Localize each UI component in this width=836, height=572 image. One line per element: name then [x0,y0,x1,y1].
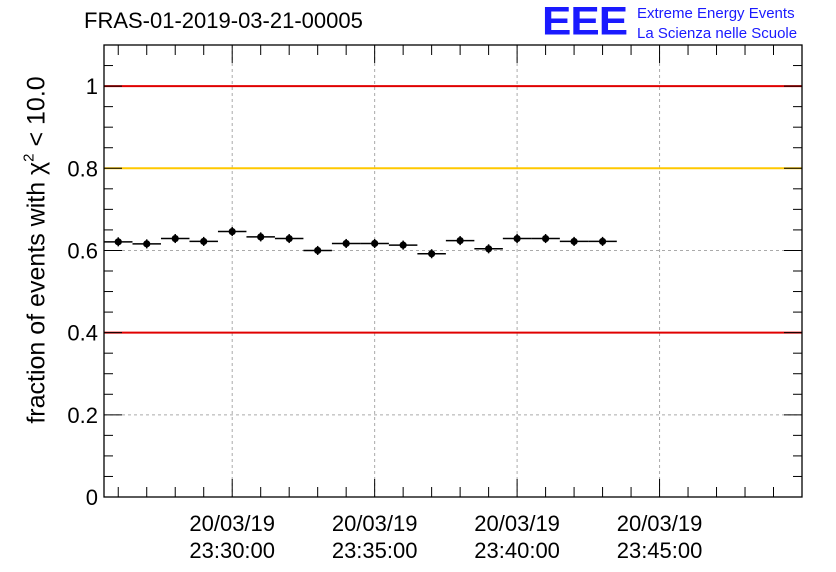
data-point-marker [143,240,151,248]
data-point [360,238,389,248]
chart-title: FRAS-01-2019-03-21-00005 [84,8,363,33]
data-point-marker [485,245,493,253]
data-point [588,236,617,246]
data-point [417,249,446,259]
data-point [132,239,161,249]
grid-layer [104,45,802,497]
x-tick-date-label: 20/03/19 [189,511,275,536]
axis-layer: 00.20.40.60.8120/03/1923:30:0020/03/1923… [67,44,803,563]
y-tick-label: 0.8 [67,156,98,181]
data-point-marker [598,237,607,246]
data-point [189,236,218,246]
data-point [331,238,361,248]
data-point-marker [541,234,550,243]
data-point [303,245,332,255]
data-point-marker [570,237,578,246]
x-tick-time-label: 23:35:00 [332,538,418,563]
data-point-marker [371,239,379,248]
x-tick-date-label: 20/03/19 [617,511,703,536]
y-tick-label: 0.2 [67,403,98,428]
data-point-marker [456,236,464,245]
data-point [160,234,190,244]
data-point [445,236,475,246]
eee-logo-mark: EEE [542,0,628,44]
data-point [217,227,247,237]
data-point [274,234,304,244]
data-point [531,234,560,244]
y-tick-label: 1 [86,74,98,99]
x-tick-time-label: 23:30:00 [189,538,275,563]
data-point [559,236,589,246]
data-point-marker [399,241,407,249]
x-tick-time-label: 23:45:00 [617,538,703,563]
data-point [502,234,532,244]
logo-line-1: Extreme Energy Events [637,5,795,22]
data-point [246,232,275,242]
data-point-marker [200,237,208,246]
data-point [388,240,418,250]
plot-frame [103,44,803,498]
reference-lines-layer [104,85,802,334]
data-point-marker [314,246,322,255]
x-tick-date-label: 20/03/19 [332,511,418,536]
data-point-marker [257,233,265,241]
data-points-layer [104,227,617,259]
data-point-marker [114,238,122,246]
data-point-marker [428,250,436,258]
logo-line-2: La Scienza nelle Scuole [637,25,798,42]
data-point-marker [342,239,350,248]
data-point-marker [228,227,236,236]
x-tick-date-label: 20/03/19 [474,511,560,536]
data-point [474,244,503,254]
data-point [104,237,133,247]
y-tick-label: 0 [86,485,98,510]
y-tick-label: 0.6 [67,238,98,263]
data-point-marker [513,234,521,243]
x-tick-time-label: 23:40:00 [474,538,560,563]
data-point-marker [171,234,179,243]
data-point-marker [285,234,293,243]
y-tick-label: 0.4 [67,321,98,346]
